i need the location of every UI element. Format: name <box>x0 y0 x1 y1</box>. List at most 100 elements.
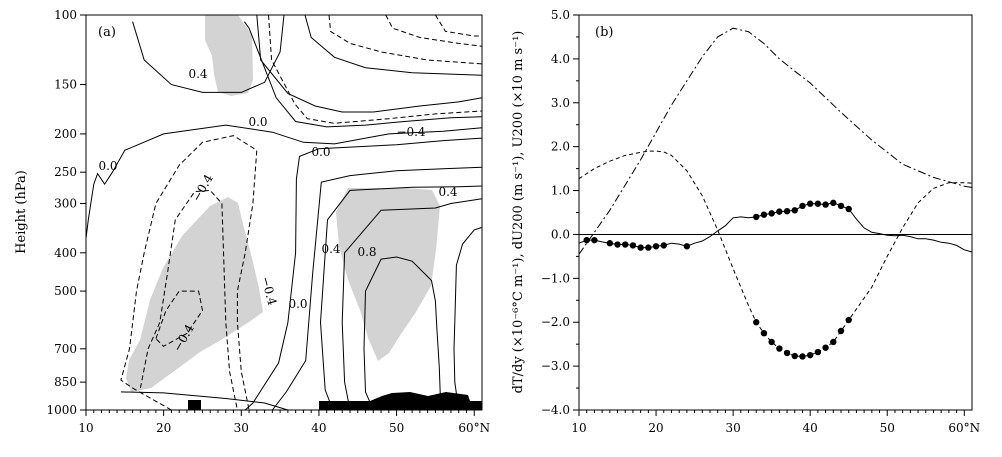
contour-line <box>256 14 483 113</box>
x-tick-label: 60°N <box>948 421 980 435</box>
y-tick-label: 2.0 <box>551 140 570 154</box>
contour-label: 0.4 <box>438 185 457 199</box>
y-tick-label: −3.0 <box>541 359 570 373</box>
significance-dot <box>799 353 806 360</box>
contour-label: 0.4 <box>321 242 340 256</box>
significance-dot <box>760 329 768 337</box>
contour-label: 0.0 <box>98 159 117 173</box>
x-tick-label: 30 <box>234 421 249 435</box>
y-tick-label: 5.0 <box>551 8 570 22</box>
significance-dot <box>776 208 783 215</box>
y-tick-label: −2.0 <box>541 315 570 329</box>
contour-label: 0.0 <box>311 145 330 159</box>
panel-a-axes: 10 20 30 40 50 60°N 100 150 200 250 300 400 500 700 85… <box>46 8 490 435</box>
contour-line <box>319 185 483 411</box>
y-tick-label: 1.0 <box>551 184 570 198</box>
contour-label: 0.0 <box>288 297 307 311</box>
panel-a-ylabel: Height (hPa) <box>14 170 29 254</box>
contour-lines <box>85 14 483 411</box>
terrain <box>188 392 482 410</box>
significance-dot <box>683 243 691 250</box>
x-tick-label: 50 <box>389 421 404 435</box>
y-tick-label: 150 <box>54 78 77 92</box>
significance-dot <box>768 338 775 346</box>
x-tick-label: 10 <box>78 421 93 435</box>
series-line-dt-dy <box>578 150 973 358</box>
significance-dot <box>776 345 783 352</box>
significance-dot <box>783 349 791 357</box>
panel-b-ylabel: dT/dy (×10⁻⁶°C m⁻¹), dU200 (m s⁻¹), U200… <box>511 31 526 394</box>
line-series <box>578 27 973 358</box>
significance-dot <box>606 240 614 247</box>
shaded-region-lower-left <box>126 197 263 392</box>
x-tick-label: 40 <box>311 421 326 435</box>
x-tick-label: 30 <box>725 421 740 435</box>
contour-line <box>120 135 258 411</box>
significance-dot <box>753 213 760 221</box>
y-tick-label: 850 <box>54 375 77 389</box>
terrain-block-right <box>319 392 482 410</box>
panel-a-label: (a) <box>98 25 116 40</box>
significance-dot <box>583 236 590 244</box>
contour-label: 0.4 <box>188 67 207 81</box>
significance-dot <box>629 242 637 249</box>
contour-line <box>244 137 483 411</box>
significance-dot <box>837 327 845 335</box>
x-tick-label: 60°N <box>458 421 490 435</box>
significance-dot <box>591 236 598 244</box>
y-tick-label: 300 <box>54 196 77 210</box>
shaded-region-right <box>336 188 440 361</box>
panel-b-label: (b) <box>595 25 613 40</box>
contour-label: 0.0 <box>248 115 267 129</box>
significance-dot <box>806 200 814 207</box>
contour-labels: 0.4 0.0 −0.4 0.0 0.0 −0.4 0.4 0.4 0.8 −0… <box>98 67 457 354</box>
significance-dot <box>822 344 829 351</box>
significance-dot <box>822 201 829 208</box>
series-line-du200 <box>578 202 973 253</box>
significance-dot <box>837 202 845 210</box>
panel-b: 10 20 30 40 50 60°N 5.0 4.0 3.0 2.0 1.0 0.0 −1.0 −2.0… <box>511 8 980 435</box>
panel-b-axes: 10 20 30 40 50 60°N 5.0 4.0 3.0 2.0 1.0 0.0 −1.0 −2.0… <box>541 8 980 435</box>
contour-line <box>341 198 483 411</box>
x-tick-label: 20 <box>156 421 171 435</box>
contour-line <box>434 14 482 37</box>
contour-line <box>363 256 442 411</box>
x-tick-label: 50 <box>880 421 895 435</box>
significance-dot <box>799 202 806 210</box>
contour-line <box>304 14 483 76</box>
significance-dot <box>783 207 791 215</box>
y-tick-label: 700 <box>54 342 77 356</box>
y-tick-label: −4.0 <box>541 403 570 417</box>
y-tick-label: 250 <box>54 165 77 179</box>
contour-line <box>453 226 483 411</box>
y-tick-label: 200 <box>54 127 77 141</box>
significance-dot <box>768 210 775 217</box>
panel-a: 10 20 30 40 50 60°N 100 150 200 250 300 400 500 700 85… <box>14 8 490 435</box>
panel-a-frame <box>85 14 483 411</box>
significance-dot <box>845 316 852 324</box>
terrain-block-left <box>188 400 201 410</box>
significance-shading <box>126 15 440 392</box>
contour-line <box>272 166 483 411</box>
significance-dot <box>622 241 629 248</box>
y-tick-label: 4.0 <box>551 52 570 66</box>
y-tick-label: 0.0 <box>551 227 570 241</box>
significance-dot <box>637 244 644 251</box>
contour-line <box>243 21 483 128</box>
shaded-region-upper-left <box>205 15 253 96</box>
contour-label: −0.4 <box>396 125 426 139</box>
significance-dot <box>660 242 667 249</box>
significance-dot <box>791 352 798 360</box>
significance-dot <box>614 241 621 248</box>
contour-label: 0.8 <box>357 245 376 259</box>
contour-line <box>85 124 483 239</box>
x-tick-label: 10 <box>571 421 586 435</box>
significance-dot <box>760 211 768 218</box>
significance-dot <box>753 319 760 326</box>
y-tick-label: −1.0 <box>541 271 570 285</box>
contour-line <box>132 14 285 93</box>
y-tick-label: 1000 <box>46 403 77 417</box>
x-tick-label: 20 <box>648 421 663 435</box>
contour-line <box>120 391 289 411</box>
